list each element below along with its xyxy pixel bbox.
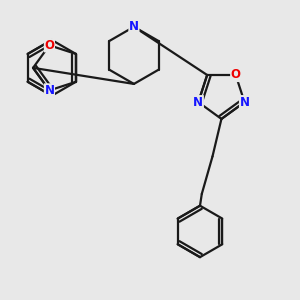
- Text: O: O: [231, 68, 241, 82]
- Text: N: N: [193, 96, 203, 109]
- Text: N: N: [239, 96, 250, 109]
- Text: O: O: [44, 39, 54, 52]
- Text: N: N: [129, 20, 139, 33]
- Text: N: N: [44, 84, 54, 97]
